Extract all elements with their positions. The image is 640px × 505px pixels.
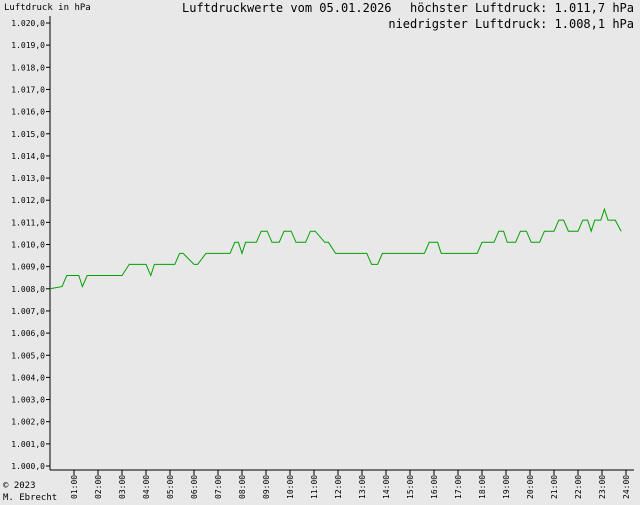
y-tick-label: 1.004,0: [11, 373, 45, 382]
x-tick-label: 18:00: [478, 475, 487, 499]
y-tick-label: 1.018,0: [11, 63, 45, 72]
x-tick-label: 12:00: [334, 475, 343, 499]
y-tick-label: 1.013,0: [11, 174, 45, 183]
x-tick-label: 03:00: [118, 475, 127, 499]
x-tick-label: 20:00: [526, 475, 535, 499]
x-tick-label: 07:00: [214, 475, 223, 499]
y-tick-label: 1.020,0: [11, 19, 45, 28]
y-tick-label: 1.012,0: [11, 196, 45, 205]
y-unit-label: Luftdruck in hPa: [4, 3, 91, 13]
x-axis-ticks: 01:00 02:00 03:00 04:00 05:00 06:00 07:00 08:00…: [70, 470, 631, 499]
y-tick-label: 1.015,0: [11, 130, 45, 139]
y-tick-label: 1.017,0: [11, 85, 45, 94]
y-tick-label: 1.005,0: [11, 351, 45, 360]
y-tick-label: 1.007,0: [11, 307, 45, 316]
pressure-series-line: [49, 207, 622, 290]
y-tick-label: 1.000,0: [11, 462, 45, 471]
y-tick-label: 1.001,0: [11, 440, 45, 449]
x-tick-label: 01:00: [70, 475, 79, 499]
series-layer: [49, 207, 622, 290]
y-tick-label: 1.016,0: [11, 108, 45, 117]
x-tick-label: 02:00: [94, 475, 103, 499]
y-tick-label: 1.010,0: [11, 241, 45, 250]
y-tick-label: 1.014,0: [11, 152, 45, 161]
y-tick-label: 1.002,0: [11, 418, 45, 427]
x-tick-label: 06:00: [190, 475, 199, 499]
y-tick-label: 1.009,0: [11, 263, 45, 272]
y-tick-label: 1.006,0: [11, 329, 45, 338]
y-tick-label: 1.011,0: [11, 218, 45, 227]
x-tick-label: 21:00: [550, 475, 559, 499]
y-tick-label: 1.003,0: [11, 396, 45, 405]
x-tick-label: 13:00: [358, 475, 367, 499]
author-label: M. Ebrecht: [3, 493, 58, 503]
y-tick-label: 1.019,0: [11, 41, 45, 50]
y-axis-ticks: 1.000,0 1.001,0 1.002,0 1.003,0 1.004,0 1.005…: [11, 19, 50, 471]
x-tick-label: 04:00: [142, 475, 151, 499]
x-tick-label: 22:00: [574, 475, 583, 499]
x-tick-label: 05:00: [166, 475, 175, 499]
axes: [49, 16, 634, 471]
x-tick-label: 23:00: [598, 475, 607, 499]
chart-title: Luftdruckwerte vom 05.01.2026: [182, 1, 392, 15]
y-tick-label: 1.008,0: [11, 285, 45, 294]
x-tick-label: 16:00: [430, 475, 439, 499]
x-tick-label: 11:00: [310, 475, 319, 499]
x-tick-label: 14:00: [382, 475, 391, 499]
x-tick-label: 08:00: [238, 475, 247, 499]
x-tick-label: 19:00: [502, 475, 511, 499]
min-pressure-label: niedrigster Luftdruck: 1.008,1 hPa: [388, 17, 634, 31]
x-tick-label: 17:00: [454, 475, 463, 499]
x-tick-label: 24:00: [622, 475, 631, 499]
x-tick-label: 15:00: [406, 475, 415, 499]
max-pressure-label: höchster Luftdruck: 1.011,7 hPa: [410, 1, 634, 15]
x-tick-label: 09:00: [262, 475, 271, 499]
x-tick-label: 10:00: [286, 475, 295, 499]
copyright-label: © 2023: [3, 481, 36, 491]
